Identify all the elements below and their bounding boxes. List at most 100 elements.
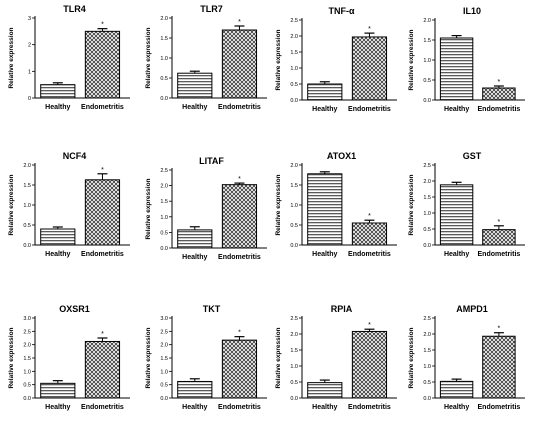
y-tick-label: 2.0 (160, 343, 168, 349)
x-tick-label: Healthy (182, 254, 207, 261)
y-tick-label: 2.0 (23, 163, 31, 169)
x-tick-label: Healthy (444, 106, 469, 113)
y-tick-label: 0 (28, 96, 31, 102)
y-tick-label: 1.0 (23, 369, 31, 375)
bar-healthy (177, 72, 213, 99)
chart-title: NCF4 (63, 151, 87, 161)
x-tick-label: Endometritis (81, 104, 124, 111)
y-tick-label: 1.0 (423, 58, 431, 64)
y-tick-label: 0.5 (290, 223, 298, 229)
y-tick-label: 2.5 (23, 329, 31, 335)
y-tick-label: 1.5 (290, 348, 298, 354)
y-tick-label: 1.0 (23, 203, 31, 209)
bar-endometritis (351, 222, 388, 246)
significance-marker: * (238, 19, 241, 26)
y-tick-label: 2.5 (160, 329, 168, 335)
y-tick-label: 2.5 (290, 316, 298, 322)
y-tick-label: 1.0 (290, 203, 298, 209)
x-tick-label: Endometritis (478, 404, 521, 411)
x-tick-label: Healthy (45, 404, 70, 411)
y-axis-label: Relative expression (8, 174, 15, 235)
significance-marker: * (238, 176, 241, 183)
x-tick-label: Endometritis (478, 251, 521, 258)
y-tick-label: 0.0 (423, 396, 431, 402)
bar-endometritis (482, 335, 516, 399)
y-axis-label: Relative expression (275, 174, 282, 235)
y-tick-label: 2.0 (290, 34, 298, 40)
chart-title: TKT (203, 304, 221, 314)
chart-panel-atox1: ATOX1 0.0 0.5 1.0 1.5 2.0 Relative expression H… (275, 151, 397, 258)
chart-panel-gst: GST 0.0 0.5 1.0 1.5 2.0 2.5 Relative expression… (408, 151, 525, 258)
significance-marker: * (238, 330, 241, 337)
x-tick-label: Healthy (45, 251, 70, 258)
significance-marker: * (101, 331, 104, 338)
x-tick-label: Endometritis (218, 104, 261, 111)
bar-endometritis (351, 330, 388, 399)
bar-endometritis (221, 339, 258, 399)
chart-panel-rpia: RPIA 0.0 0.5 1.0 1.5 2.0 2.5 Relative expressio… (275, 304, 397, 411)
y-axis-label: Relative expression (275, 29, 282, 90)
chart-title: RPIA (331, 304, 353, 314)
y-axis-label: Relative expression (408, 29, 415, 90)
significance-marker: * (368, 213, 371, 220)
x-tick-label: Healthy (444, 404, 469, 411)
bar-healthy (40, 228, 76, 246)
y-tick-label: 0.0 (423, 243, 431, 249)
x-tick-label: Endometritis (218, 254, 261, 261)
y-tick-label: 2.0 (160, 16, 168, 22)
chart-panel-tnf-α: TNF-α 0.0 0.5 1.0 1.5 2.0 2.5 Relative expressi… (275, 6, 397, 113)
y-tick-label: 0.5 (160, 383, 168, 389)
significance-marker: * (368, 26, 371, 33)
x-tick-label: Healthy (45, 104, 70, 111)
chart-panel-litaf: LITAF 0.0 0.5 1.0 1.5 2.0 2.5 Relative expressi… (145, 156, 267, 261)
y-tick-label: 0.0 (160, 246, 168, 252)
y-tick-label: 2.0 (23, 343, 31, 349)
y-axis-label: Relative expression (145, 178, 152, 239)
bar-healthy (40, 382, 76, 399)
x-tick-label: Endometritis (348, 404, 391, 411)
bar-healthy (177, 229, 213, 249)
y-tick-label: 1 (28, 69, 31, 75)
x-tick-label: Healthy (182, 404, 207, 411)
bar-endometritis (482, 87, 516, 101)
y-tick-label: 0.5 (423, 380, 431, 386)
chart-panel-ampd1: AMPD1 0.0 0.5 1.0 1.5 2.0 2.5 Relative expressi… (408, 304, 525, 411)
significance-marker: * (498, 219, 501, 226)
y-tick-label: 0.5 (290, 380, 298, 386)
y-tick-label: 1.5 (160, 199, 168, 205)
y-tick-label: 1.5 (290, 50, 298, 56)
chart-title: TLR7 (200, 4, 223, 14)
y-tick-label: 1.0 (290, 364, 298, 370)
y-tick-label: 2.0 (423, 18, 431, 24)
significance-marker: * (498, 79, 501, 86)
y-tick-label: 0.0 (23, 243, 31, 249)
bar-healthy (40, 84, 76, 99)
y-tick-label: 3 (28, 16, 31, 22)
bar-endometritis (84, 340, 121, 399)
y-tick-label: 2.5 (423, 163, 431, 169)
bar-endometritis (221, 184, 258, 249)
y-tick-label: 0.5 (423, 227, 431, 233)
y-tick-label: 2.0 (423, 179, 431, 185)
y-tick-label: 2.0 (290, 163, 298, 169)
x-tick-label: Endometritis (81, 404, 124, 411)
x-tick-label: Endometritis (478, 106, 521, 113)
y-tick-label: 1.5 (423, 38, 431, 44)
y-tick-label: 1.5 (290, 183, 298, 189)
bar-endometritis (84, 179, 121, 246)
y-axis-label: Relative expression (408, 327, 415, 388)
y-axis-label: Relative expression (8, 327, 15, 388)
y-tick-label: 1.0 (290, 66, 298, 72)
y-tick-label: 1.5 (23, 356, 31, 362)
significance-marker: * (368, 322, 371, 329)
y-tick-label: 2.5 (423, 316, 431, 322)
x-tick-label: Healthy (444, 251, 469, 258)
y-tick-label: 0.0 (290, 98, 298, 104)
y-tick-label: 1.0 (160, 56, 168, 62)
bar-endometritis (221, 29, 258, 99)
y-tick-label: 1.0 (423, 211, 431, 217)
bar-healthy (307, 173, 343, 246)
y-tick-label: 0.0 (290, 396, 298, 402)
